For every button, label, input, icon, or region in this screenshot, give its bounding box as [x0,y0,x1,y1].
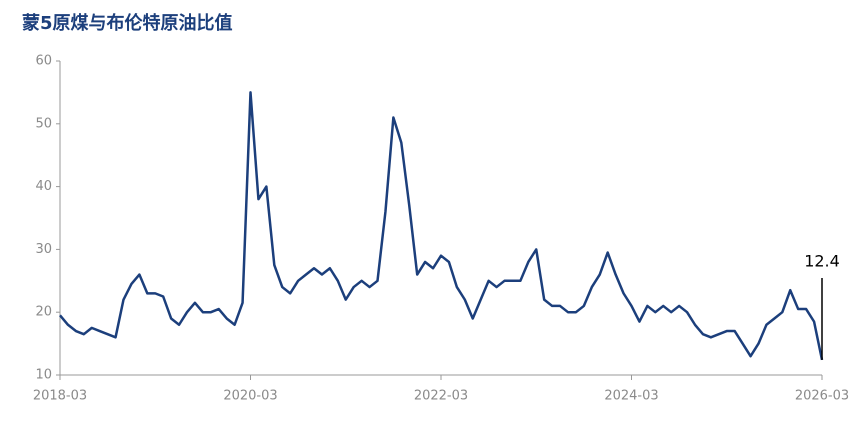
x-tick-label: 2026-03 [795,389,849,404]
y-tick-label: 30 [35,242,52,257]
x-tick-label: 2018-03 [33,389,87,404]
x-tick-label: 2024-03 [604,389,658,404]
y-tick-label: 60 [35,54,52,69]
x-tick-label: 2022-03 [414,389,468,404]
chart-title: 蒙5原煤与布伦特原油比值 [22,12,233,34]
annotation: 12.4 [804,252,840,271]
x-tick-label: 2020-03 [223,389,277,404]
line [59,91,824,361]
y-tick-label: 20 [35,305,52,320]
y-tick-label: 10 [35,368,52,383]
y-tick-label: 50 [35,116,52,131]
y-tick-label: 40 [35,179,52,194]
